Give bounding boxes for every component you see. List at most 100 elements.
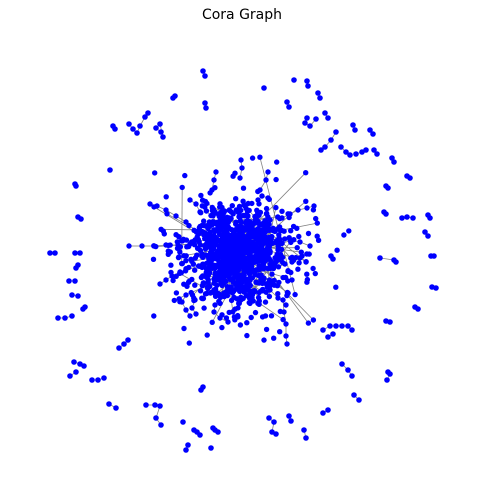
graph-node: [283, 333, 289, 339]
graph-node: [279, 208, 285, 214]
graph-node: [130, 126, 136, 132]
graph-title: Cora Graph: [201, 7, 283, 23]
graph-node: [170, 277, 176, 284]
graph-node: [310, 265, 316, 272]
graph-node: [314, 233, 320, 239]
graph-node: [180, 419, 186, 425]
graph-node: [275, 291, 281, 297]
graph-node: [201, 305, 207, 311]
graph-node: [265, 169, 271, 175]
graph-node: [339, 323, 345, 329]
graph-node: [180, 236, 187, 242]
graph-node: [341, 232, 347, 238]
graph-node: [244, 332, 250, 339]
graph-node: [187, 313, 193, 319]
graph-node: [192, 297, 198, 303]
graph-node: [304, 78, 310, 84]
graph-node: [281, 309, 287, 315]
graph-node: [259, 245, 265, 251]
graph-node: [261, 233, 268, 239]
graph-node: [393, 259, 399, 265]
graph-node: [209, 187, 215, 193]
graph-node: [201, 261, 207, 267]
graph-node: [338, 144, 344, 150]
graph-node: [246, 239, 253, 245]
graph-node: [252, 309, 259, 316]
graph-node: [294, 245, 300, 251]
graph-node: [206, 219, 213, 225]
graph-node: [72, 278, 78, 284]
graph-node: [303, 259, 309, 265]
graph-node: [240, 198, 246, 204]
graph-node: [69, 292, 75, 298]
graph-node: [246, 207, 252, 214]
graph-node: [161, 231, 167, 237]
graph-node: [231, 314, 238, 320]
graph-node: [250, 221, 256, 227]
graph-node: [304, 271, 310, 277]
graph-node: [186, 264, 192, 271]
graph-node: [251, 248, 257, 254]
graph-node: [325, 334, 331, 340]
graph-node: [263, 326, 270, 333]
graph-node: [145, 110, 151, 116]
graph-node: [199, 283, 206, 289]
graph-node: [236, 300, 242, 306]
graph-node: [254, 207, 260, 213]
graph-node: [383, 211, 389, 217]
graph-node: [179, 260, 185, 267]
graph-node: [206, 256, 212, 262]
graph-node: [212, 302, 218, 308]
graph-node: [181, 325, 187, 332]
graph-node: [224, 230, 230, 237]
graph-node: [95, 377, 101, 383]
graph-node: [305, 320, 312, 326]
graph-node: [222, 218, 228, 224]
graph-node: [142, 114, 148, 120]
graph-node: [243, 292, 250, 299]
graph-node: [150, 256, 157, 262]
graph-node: [69, 313, 75, 319]
graph-node: [193, 201, 199, 207]
graph-node: [320, 410, 326, 416]
graph-node: [78, 216, 84, 222]
graph-node: [73, 369, 79, 375]
graph-node: [157, 121, 163, 127]
graph-node: [177, 269, 183, 275]
graph-node: [213, 169, 219, 175]
graph-node: [275, 226, 281, 232]
graph-node: [152, 402, 158, 408]
graph-node: [261, 85, 267, 91]
graph-node: [273, 431, 279, 437]
graph-node: [181, 281, 187, 287]
graph-node: [233, 250, 240, 257]
graph-node: [327, 323, 333, 329]
graph-node: [209, 319, 215, 325]
graph-node: [192, 255, 199, 261]
graph-node: [172, 93, 178, 99]
graph-node: [186, 340, 192, 346]
graph-node: [399, 215, 405, 221]
graph-node: [312, 270, 318, 277]
graph-node: [283, 302, 289, 308]
graph-node: [277, 329, 283, 335]
graph-node: [334, 247, 340, 253]
graph-node: [157, 403, 163, 409]
graph-node: [211, 177, 217, 183]
graph-node: [157, 281, 163, 287]
graph-node: [224, 238, 230, 245]
graph-node: [311, 203, 317, 209]
graph-node: [187, 197, 193, 203]
graph-node: [273, 204, 279, 211]
graph-node: [197, 432, 203, 438]
graph-node: [317, 95, 323, 101]
graph-node: [214, 282, 220, 289]
graph-node: [279, 215, 285, 221]
graph-node: [197, 288, 204, 294]
graph-node: [241, 267, 247, 273]
graph-node: [75, 293, 81, 299]
graph-node: [303, 198, 309, 204]
graph-node: [425, 233, 431, 239]
graph-node: [182, 172, 188, 179]
graph-node: [55, 315, 61, 321]
